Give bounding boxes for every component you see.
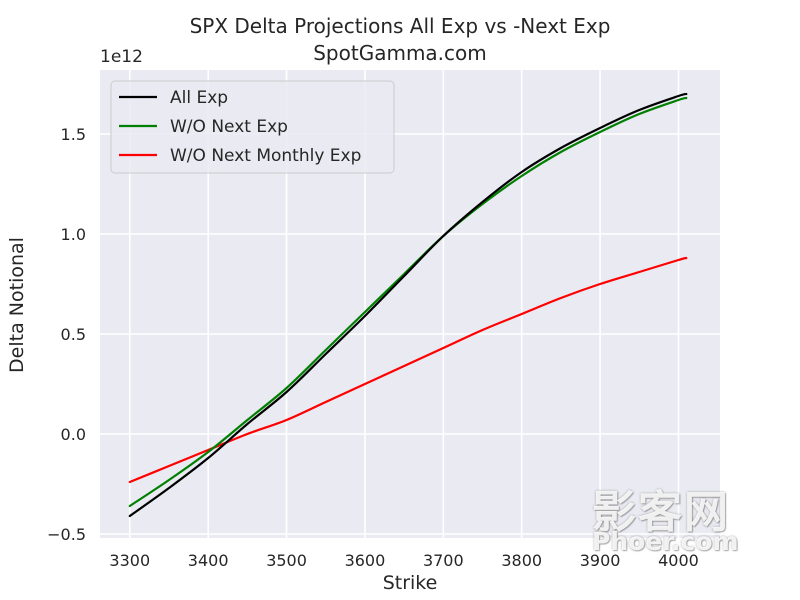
y-axis-offset-text: 1e12 [100, 47, 143, 67]
y-tick-label: 1.0 [61, 225, 86, 244]
legend-label-all-exp: All Exp [170, 88, 228, 108]
y-tick-label: 0.5 [61, 325, 86, 344]
x-tick-label: 3300 [109, 551, 150, 570]
legend-label-w-o-next-monthly-exp: W/O Next Monthly Exp [170, 146, 361, 166]
x-tick-label: 3600 [345, 551, 386, 570]
series-lines [128, 92, 688, 518]
x-tick-label: 3900 [580, 551, 621, 570]
y-tick-label: 0.0 [61, 425, 86, 444]
watermark-site-text: Phoer.com [592, 527, 739, 556]
chart-title: SPX Delta Projections All Exp vs -Next E… [189, 14, 611, 38]
watermark-logo-text: 影客网 [592, 487, 730, 538]
x-tick-label: 3700 [423, 551, 464, 570]
x-tick-label: 3800 [501, 551, 542, 570]
series-line-all-exp [128, 92, 688, 518]
y-tick-label: 1.5 [61, 125, 86, 144]
legend: All Exp W/O Next Exp W/O Next Monthly Exp [110, 80, 395, 174]
y-axis-label: Delta Notional [6, 237, 28, 373]
x-axis-label: Strike [382, 572, 438, 594]
x-tick-label: 3400 [188, 551, 229, 570]
chart-subtitle: SpotGamma.com [313, 41, 487, 65]
tick-labels: 3300 3400 3500 3600 3700 3800 3900 4000 −0.5 0.0 0… [47, 125, 699, 570]
y-tick-label: −0.5 [47, 525, 86, 544]
legend-box [110, 80, 395, 174]
x-tick-label: 3500 [266, 551, 307, 570]
legend-label-w-o-next-exp: W/O Next Exp [170, 117, 288, 137]
x-tick-label: 4000 [658, 551, 699, 570]
